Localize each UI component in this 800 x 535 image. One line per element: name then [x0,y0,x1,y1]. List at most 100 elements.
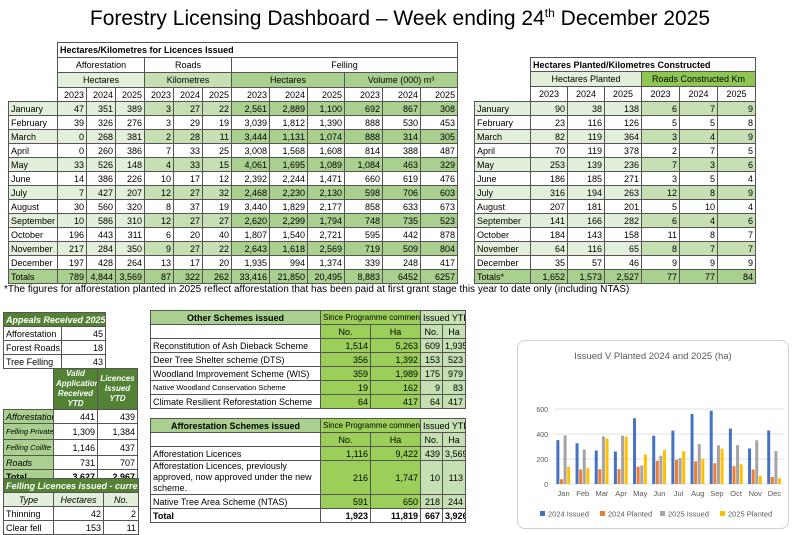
month-row: October 196 443 311 6 20 40 1,807 1,540 2,721 595 4… [8,227,459,242]
table-cell: 7 [716,227,757,242]
table-cell: 735 [382,213,421,228]
table-cell: 4 [144,157,174,172]
table-cell: 10 [420,460,444,495]
table-cell: 33 [173,157,203,172]
table-cell: 814 [344,143,383,158]
table-cell: 27 [173,241,203,256]
total-cell: 21,850 [269,269,308,284]
table-cell: 153 [53,520,104,535]
month-row: April 70 119 378 2 7 5 [474,143,757,158]
table-cell: 32 [202,185,232,200]
table-cell: 523 [442,352,467,367]
month-label: November [474,241,531,256]
bar-2025-issued [755,440,759,484]
header-row: Hectares/Kilometres for Licences Issued [9,42,459,58]
table-cell: 979 [442,366,467,381]
table-cell: 12 [144,185,174,200]
row-label: Tree Felling [3,354,62,369]
table-cell: 186 [530,171,568,186]
table-cell: 5 [679,115,718,130]
table-cell: 47 [57,101,87,116]
subgroup-header: Hectares Planted [530,71,642,87]
table-cell [9,43,58,58]
total-row: Total 1,923 11,819 667 3,926 [150,508,467,523]
column-header: Ha [442,432,467,447]
month-row: February 23 116 126 5 5 8 [474,115,757,130]
table-cell: 731 [53,455,98,470]
table-cell: 1,807 [231,227,270,242]
year-header: 2025 [604,86,642,102]
legend-entry: 2025 Issued [668,510,709,519]
table-cell: 1,384 [97,423,138,440]
table-cell: 388 [382,143,421,158]
table-cell [9,88,58,102]
column-header: No. [420,432,444,447]
table-cell: 42 [53,506,104,521]
since-header: Since Programme commenced [319,418,422,433]
table-cell: 329 [419,157,459,172]
month-label: February [474,115,531,130]
table-cell: 268 [86,129,116,144]
month-label: August [474,199,531,214]
total-cell: 4,844 [86,269,116,284]
row-label: Forest Roads [3,340,62,355]
month-label: March [8,129,58,144]
year-header: 2024 [86,87,116,102]
table-cell: 858 [344,199,383,214]
bar-2024-planted [732,466,736,484]
column-header: Hectares [53,492,104,507]
x-tick-label: Nov [749,489,763,498]
total-cell: 1,573 [567,269,605,284]
table-cell: 4 [716,199,757,214]
header-row: Appeals Received 2025 [3,312,106,327]
total-cell: 6452 [382,269,421,284]
bar-2024-planted [559,479,563,484]
table-cell: 7 [716,241,757,256]
table-row: Clear fell 153 11 [3,520,140,535]
row-label: Climate Resilient Reforestation Scheme [150,394,321,409]
table-cell: 70 [530,143,568,158]
table-cell: 29 [173,115,203,130]
column-header: Type [3,492,54,507]
table-title: Hectares Planted/Kilometres Constructed [529,57,757,72]
table-cell: 4 [679,129,718,144]
month-label: March [474,129,531,144]
bar-2025-planted [567,466,571,484]
table-cell: 20 [202,255,232,270]
bar-2025-planted [663,450,667,484]
bar-2024-issued [594,450,598,484]
table-cell: 248 [382,255,421,270]
table-cell: 443 [86,227,116,242]
year-header: 2023 [144,87,174,102]
table-cell: 8 [144,199,174,214]
table-cell: 381 [115,129,145,144]
bar-2025-planted [758,475,762,484]
table-cell: 126 [604,115,642,130]
x-tick-label: Feb [576,489,589,498]
bar-2024-issued [690,414,694,484]
table-cell: 1,695 [269,157,308,172]
table-cell: 116 [567,241,605,256]
table-cell: 12 [202,171,232,186]
bar-2024-issued [709,410,713,484]
table-cell: 4 [679,213,718,228]
table-cell: 888 [344,129,383,144]
bar-2024-planted [655,460,659,484]
bar-2024-issued [575,443,579,484]
table-cell: 305 [419,129,459,144]
applications-table: Valid Applications Received YTDLicences … [3,368,138,484]
table-cell: 867 [382,101,421,116]
table-cell: 1,074 [307,129,345,144]
table-cell: 586 [86,213,116,228]
table-cell: 4,061 [231,157,270,172]
month-row: May 253 139 236 7 3 6 [474,157,757,172]
month-label: January [474,101,531,116]
table-cell: 1,618 [269,241,308,256]
header-row: Valid Applications Received YTDLicences … [4,368,138,410]
table-cell: 10 [144,171,174,186]
table-cell: 311 [115,227,145,242]
month-row: May 33 526 148 4 33 15 4,061 1,695 1,089 1,084 463 3… [8,157,459,172]
table-cell: 11,819 [369,508,422,523]
table-row: Afforestation 441 439 [3,409,138,424]
table-cell: 9,422 [369,446,422,461]
